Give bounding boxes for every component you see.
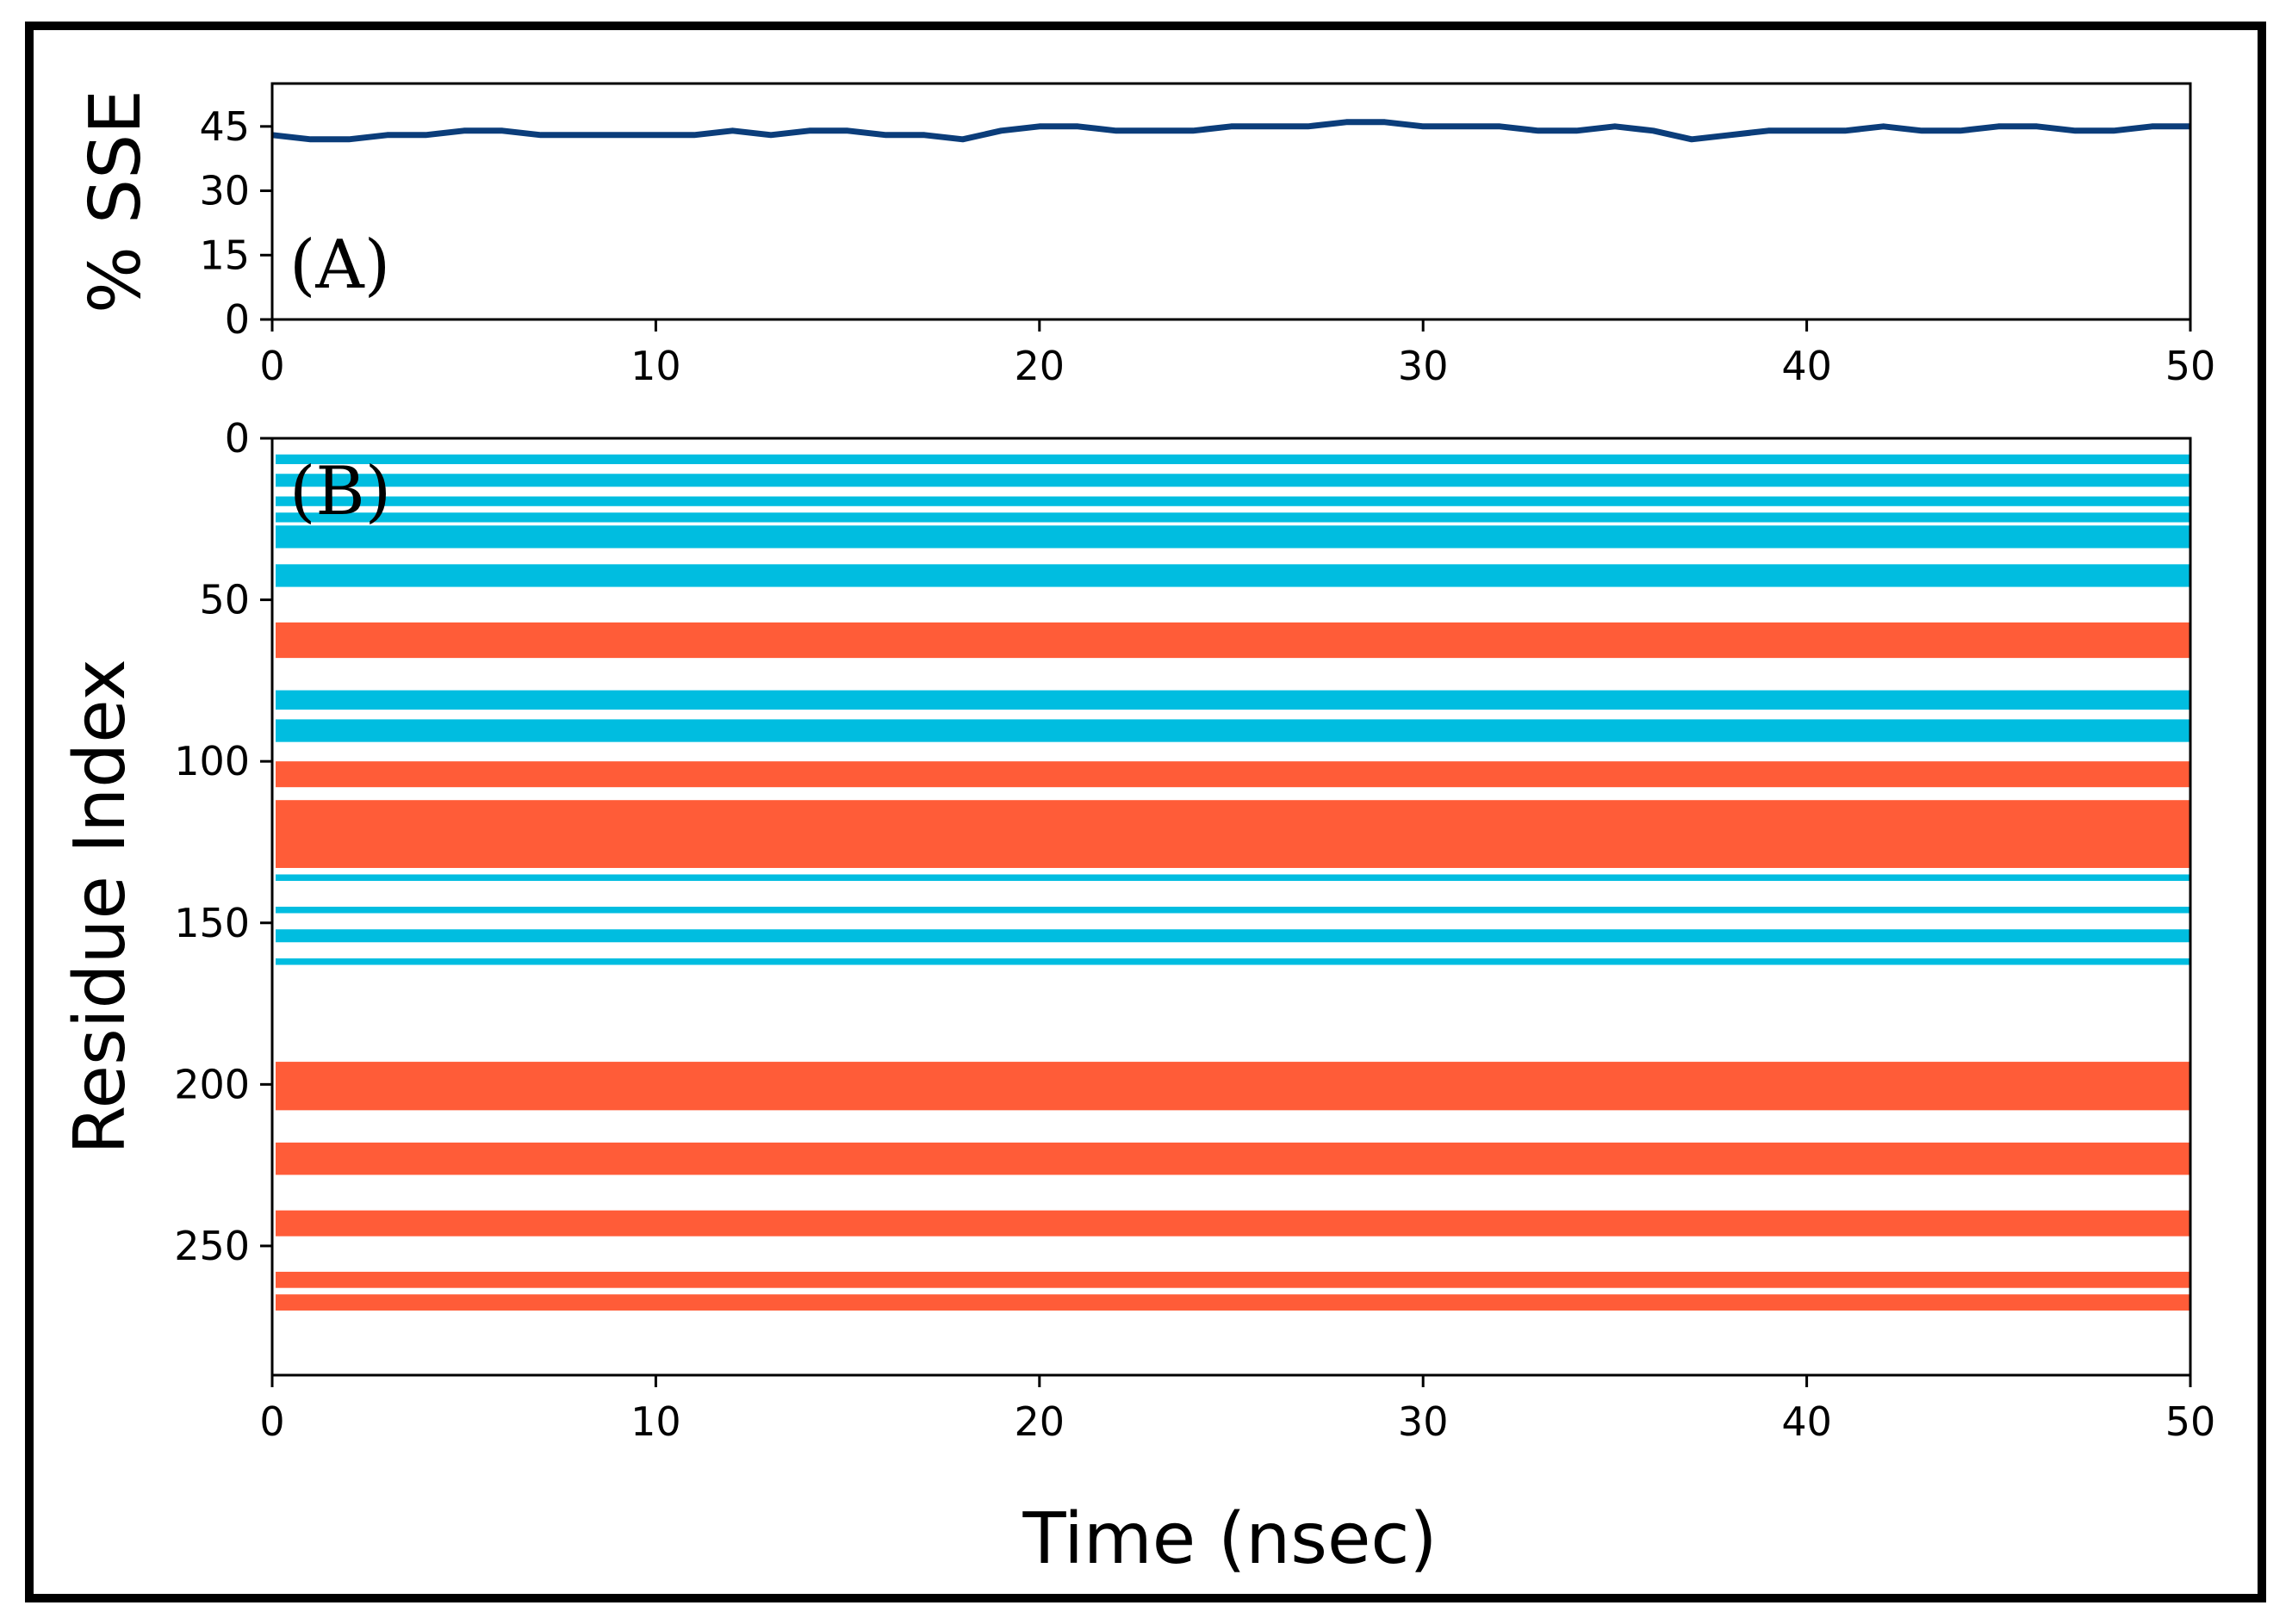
x-tick-label: 20 — [1015, 1398, 1065, 1445]
panel-a-label: (A) — [289, 226, 390, 304]
y-tick-label: 0 — [225, 296, 250, 343]
panel-b-x-axis: 0 10 20 30 40 50 — [259, 1375, 2215, 1445]
y-tick-label: 50 — [199, 577, 250, 623]
alpha-helix-band — [276, 1271, 2190, 1288]
alpha-helix-band — [276, 1210, 2190, 1237]
x-tick-label: 0 — [259, 1398, 284, 1445]
panel-a-sse-plot: 0 10 20 30 40 50 0 15 30 45 % SSE (A) — [75, 82, 2215, 389]
y-tick-label: 250 — [174, 1223, 250, 1269]
panel-a-y-axis-label: % SSE — [75, 90, 157, 313]
panel-b-y-axis-label: Residue Index — [59, 659, 141, 1155]
figure-frame — [25, 22, 2266, 1602]
x-tick-label: 0 — [259, 343, 284, 389]
alpha-helix-band — [276, 622, 2190, 659]
panel-b-label: (B) — [289, 453, 391, 530]
panel-b-x-axis-label: Time (nsec) — [1022, 1498, 1438, 1580]
y-tick-label: 15 — [199, 232, 250, 278]
y-tick-label: 100 — [174, 738, 250, 784]
beta-strand-band — [276, 454, 2190, 465]
beta-strand-band — [276, 907, 2190, 914]
beta-strand-band — [276, 474, 2190, 487]
y-tick-label: 150 — [174, 900, 250, 946]
beta-strand-band — [276, 512, 2190, 523]
y-tick-label: 200 — [174, 1061, 250, 1107]
x-tick-label: 40 — [1781, 1398, 1832, 1445]
alpha-helix-band — [276, 800, 2190, 868]
beta-strand-band — [276, 719, 2190, 742]
x-tick-label: 30 — [1398, 343, 1449, 389]
panel-b-y-axis: 0 50 100 150 200 250 — [174, 415, 272, 1269]
alpha-helix-band — [276, 1294, 2190, 1311]
y-tick-label: 0 — [225, 415, 250, 462]
x-tick-label: 30 — [1398, 1398, 1449, 1445]
alpha-helix-band — [276, 1142, 2190, 1175]
sse-plot-area — [271, 119, 2190, 143]
x-tick-label: 40 — [1781, 343, 1832, 389]
beta-strand-band — [276, 690, 2190, 710]
beta-strand-band — [276, 874, 2190, 881]
panel-a-axes-frame — [270, 82, 2192, 321]
x-tick-label: 10 — [630, 1398, 681, 1445]
x-tick-label: 10 — [630, 343, 681, 389]
x-tick-label: 50 — [2165, 1398, 2216, 1445]
x-tick-label: 50 — [2165, 343, 2216, 389]
sse-series-line — [271, 119, 2190, 143]
sse-band-area — [276, 454, 2190, 1311]
panel-b-axes-frame — [270, 437, 2192, 1377]
panel-a-x-axis: 0 10 20 30 40 50 — [259, 319, 2215, 389]
y-tick-label: 45 — [199, 103, 250, 150]
panel-a-y-axis: 0 15 30 45 — [199, 103, 272, 343]
y-tick-label: 30 — [199, 168, 250, 214]
beta-strand-band — [276, 496, 2190, 506]
alpha-helix-band — [276, 1062, 2190, 1111]
beta-strand-band — [276, 958, 2190, 965]
alpha-helix-band — [276, 761, 2190, 788]
beta-strand-band — [276, 564, 2190, 587]
beta-strand-band — [276, 929, 2190, 943]
beta-strand-band — [276, 525, 2190, 549]
x-tick-label: 20 — [1015, 343, 1065, 389]
